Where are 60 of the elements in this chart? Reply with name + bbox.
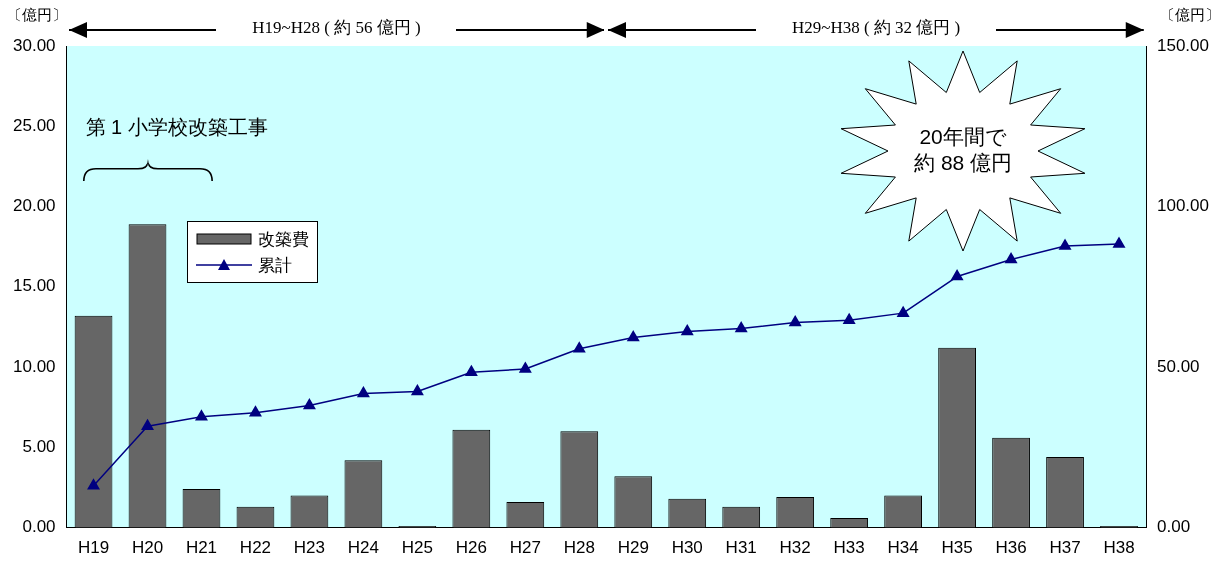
x-tick-label: H26 [455,538,487,558]
y2-tick-label: 0.00 [1157,517,1191,537]
annotation: 第 1 小学校改築工事 [85,116,268,139]
x-tick-label: H36 [995,538,1027,558]
point [87,479,100,490]
x-tick-label: H21 [185,538,218,558]
x-tick-label: H32 [779,538,811,558]
x-tick-label: H27 [509,538,541,558]
y2-tick-label: 150.00 [1157,35,1209,55]
y-tick-label: 30.00 [12,35,56,55]
point [141,419,154,430]
point [465,365,478,376]
y2-tick-label: 100.00 [1157,196,1209,216]
y-axis-title: 〔億円〕 [5,6,67,24]
text: H29~H38 ( 約 32 億円 ) [756,18,997,38]
point [627,330,640,342]
point [897,306,910,317]
legend-label: 改築費 [257,228,309,251]
point [843,313,856,324]
y-tick-label: 25.00 [12,115,56,135]
point [735,321,748,333]
point [1005,252,1018,264]
y-tick-label: 0.00 [22,517,56,537]
text: H19~H28 ( 約 56 億円 ) [216,18,457,38]
x-tick-label: H25 [401,538,433,558]
point [1113,237,1125,248]
annotation: 20年間で [918,125,1008,150]
x-tick-label: H19 [77,538,110,558]
x-tick-label: H20 [131,538,164,558]
x-tick-label: H31 [725,538,757,558]
x-tick-label: H34 [887,538,919,558]
y-tick-label: 5.00 [22,437,56,457]
point [951,269,964,281]
point [789,315,802,327]
x-tick-label: H23 [293,538,326,558]
x-tick-label: H29 [617,538,649,558]
x-tick-label: H38 [1103,538,1135,558]
point [519,362,532,373]
point [195,410,208,421]
y-tick-label: 10.00 [12,356,56,376]
legend-label: 累計 [257,254,292,277]
x-tick-label: H33 [833,538,865,558]
point [303,398,316,410]
point [681,324,694,336]
y2-tick-label: 50.00 [1157,356,1200,376]
x-tick-label: H24 [347,538,379,558]
point [1059,239,1071,250]
point [573,342,586,353]
point [411,384,424,396]
x-tick-label: H22 [239,538,272,558]
x-tick-label: H35 [941,538,973,558]
point [249,405,262,417]
y2-axis-title: 〔億円〕 [1160,6,1220,24]
x-tick-label: H28 [563,538,595,558]
y-tick-label: 15.00 [12,276,56,296]
y-tick-label: 20.00 [12,196,56,216]
x-tick-label: H37 [1049,538,1081,558]
x-tick-label: H30 [671,538,703,558]
annotation: 約 88 億円 [913,151,1014,176]
point [357,386,370,398]
